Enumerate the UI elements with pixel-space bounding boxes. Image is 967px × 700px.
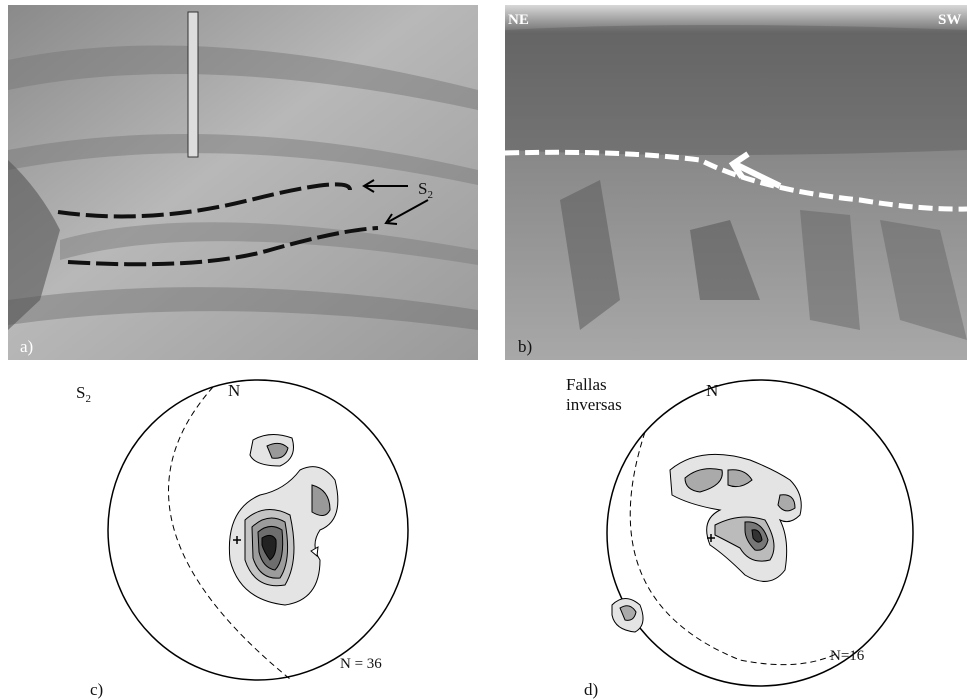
- direction-right: SW: [938, 12, 961, 28]
- panel-label: d): [584, 680, 598, 699]
- annotation-sub: 2: [427, 189, 433, 201]
- sample-count: N = 36: [340, 656, 382, 672]
- stereonet-d: [607, 380, 913, 686]
- panel-label: b): [518, 337, 532, 356]
- photo-b: [505, 5, 967, 360]
- title-main: S: [76, 383, 85, 402]
- panel-label: a): [20, 337, 33, 356]
- panel-label: c): [90, 680, 103, 699]
- title-line: Fallas: [566, 375, 607, 394]
- direction-left: NE: [508, 12, 529, 28]
- figure: S2 a) NE SW b) S2 N N = 36 c) Fallasinve…: [0, 0, 967, 700]
- north-label: N: [706, 381, 718, 400]
- title-sub: 2: [85, 393, 91, 405]
- annotation-main: S: [418, 179, 427, 198]
- stereonet-title: S2: [76, 383, 91, 405]
- title-line: inversas: [566, 395, 622, 414]
- sample-count: N=16: [830, 648, 865, 664]
- stereonet-c: [108, 380, 408, 680]
- photo-a: [8, 5, 478, 360]
- north-label: N: [228, 381, 240, 400]
